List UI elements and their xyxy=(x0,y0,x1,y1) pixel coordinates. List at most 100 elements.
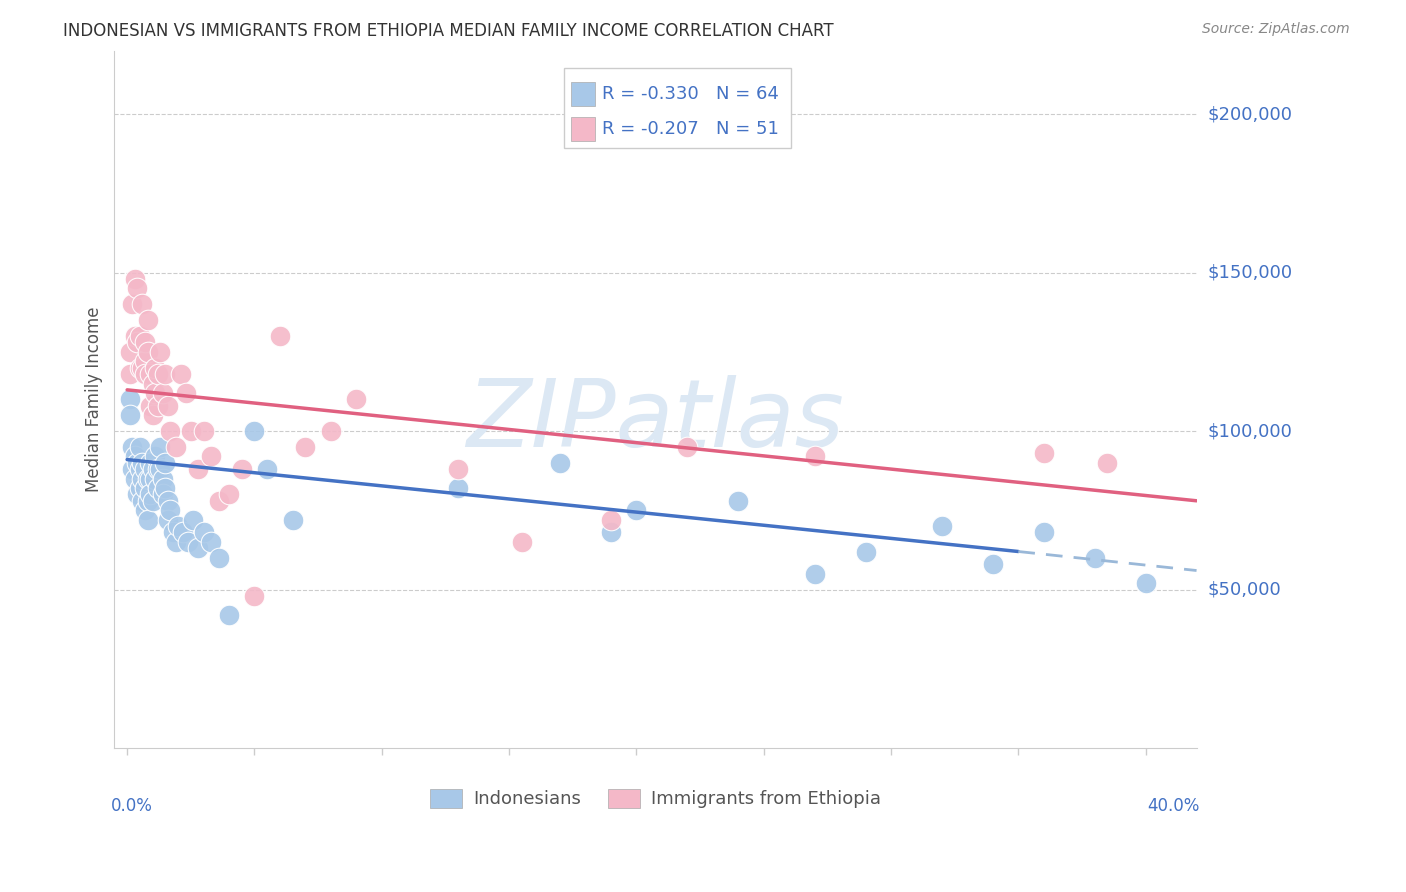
Text: 40.0%: 40.0% xyxy=(1147,797,1199,815)
Point xyxy=(193,525,215,540)
Point xyxy=(139,456,162,470)
Point xyxy=(1135,576,1157,591)
Point xyxy=(127,281,149,295)
Legend: Indonesians, Immigrants from Ethiopia: Indonesians, Immigrants from Ethiopia xyxy=(422,782,889,815)
Point xyxy=(510,535,533,549)
Point xyxy=(156,399,179,413)
Point xyxy=(727,493,749,508)
Text: R = -0.207   N = 51: R = -0.207 N = 51 xyxy=(602,120,779,137)
Point xyxy=(146,481,169,495)
Point xyxy=(676,440,699,454)
Point xyxy=(200,450,222,464)
Point xyxy=(218,487,240,501)
Point xyxy=(136,513,159,527)
Point xyxy=(136,493,159,508)
Point xyxy=(139,399,162,413)
Point xyxy=(1084,550,1107,565)
Point xyxy=(118,344,141,359)
Point xyxy=(136,472,159,486)
Text: 0.0%: 0.0% xyxy=(111,797,153,815)
Point xyxy=(124,472,146,486)
Point xyxy=(208,493,231,508)
Point xyxy=(128,329,150,343)
Point xyxy=(1097,456,1119,470)
Point xyxy=(142,376,165,391)
Point xyxy=(231,462,253,476)
Point xyxy=(169,367,191,381)
Point xyxy=(155,481,177,495)
Point xyxy=(139,487,162,501)
Point xyxy=(131,297,153,311)
Point xyxy=(1032,525,1054,540)
Point xyxy=(134,367,156,381)
Point xyxy=(139,367,162,381)
Text: ZIPatlas: ZIPatlas xyxy=(467,375,845,466)
Point xyxy=(243,424,266,438)
Point xyxy=(134,335,156,350)
Point xyxy=(128,462,150,476)
Point xyxy=(127,335,149,350)
Point xyxy=(131,456,153,470)
Point xyxy=(319,424,342,438)
Point xyxy=(1032,446,1054,460)
Point xyxy=(142,493,165,508)
Point xyxy=(121,440,143,454)
Point xyxy=(447,481,470,495)
Point xyxy=(281,513,304,527)
Point xyxy=(143,472,166,486)
Point xyxy=(256,462,278,476)
Point xyxy=(200,535,222,549)
Text: $100,000: $100,000 xyxy=(1208,422,1292,440)
Point xyxy=(149,344,172,359)
Point xyxy=(143,386,166,401)
Text: $150,000: $150,000 xyxy=(1208,263,1292,282)
Point xyxy=(131,493,153,508)
Point xyxy=(447,462,470,476)
Point xyxy=(127,456,149,470)
Point xyxy=(143,360,166,375)
Point xyxy=(118,367,141,381)
Point xyxy=(142,408,165,422)
Point xyxy=(143,450,166,464)
Point xyxy=(177,535,200,549)
Point xyxy=(149,462,172,476)
Point xyxy=(159,503,181,517)
Point xyxy=(167,519,190,533)
Point xyxy=(187,541,209,556)
Point xyxy=(131,360,153,375)
Point xyxy=(139,472,162,486)
Point xyxy=(155,367,177,381)
FancyBboxPatch shape xyxy=(571,117,595,141)
Point xyxy=(931,519,953,533)
Point xyxy=(626,503,648,517)
Point xyxy=(165,535,187,549)
FancyBboxPatch shape xyxy=(564,68,790,148)
Point xyxy=(128,481,150,495)
Point xyxy=(180,424,202,438)
Point xyxy=(183,513,205,527)
Point xyxy=(121,297,143,311)
Text: INDONESIAN VS IMMIGRANTS FROM ETHIOPIA MEDIAN FAMILY INCOME CORRELATION CHART: INDONESIAN VS IMMIGRANTS FROM ETHIOPIA M… xyxy=(63,22,834,40)
Point xyxy=(218,607,240,622)
Point xyxy=(174,386,197,401)
Point xyxy=(156,513,179,527)
Point xyxy=(136,344,159,359)
Point xyxy=(124,272,146,286)
Point xyxy=(146,462,169,476)
Point xyxy=(162,525,184,540)
Point xyxy=(187,462,209,476)
Text: $200,000: $200,000 xyxy=(1208,105,1292,123)
Point xyxy=(152,386,174,401)
Point xyxy=(142,462,165,476)
FancyBboxPatch shape xyxy=(571,82,595,106)
Point xyxy=(131,472,153,486)
Point xyxy=(548,456,571,470)
Point xyxy=(118,408,141,422)
Point xyxy=(165,440,187,454)
Point xyxy=(208,550,231,565)
Point xyxy=(146,399,169,413)
Text: R = -0.330   N = 64: R = -0.330 N = 64 xyxy=(602,85,779,103)
Point xyxy=(128,360,150,375)
Point xyxy=(118,392,141,407)
Point xyxy=(124,329,146,343)
